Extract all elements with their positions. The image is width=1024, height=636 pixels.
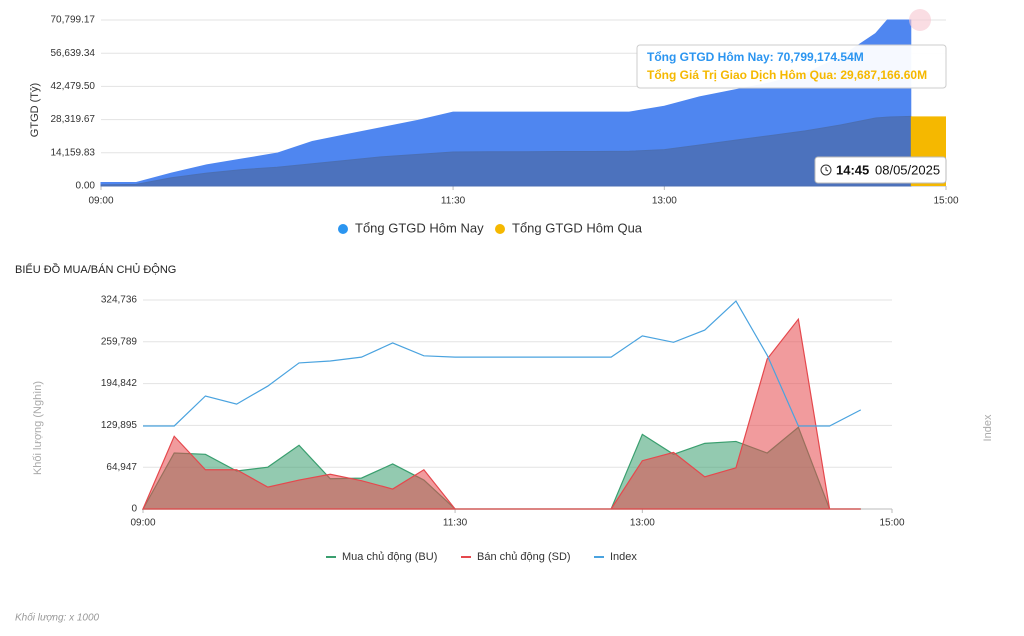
clock-icon [820,164,832,176]
time-badge [814,156,947,184]
y-tick-label: 56,639.34 [51,48,96,59]
tooltip-line: Tổng GTGD Hôm Nay: 70,799,174.54M [647,50,864,64]
y-tick-label: 129,895 [101,420,138,431]
legend-label: Tổng GTGD Hôm Qua [512,220,643,235]
y2-axis-label: Index [982,414,994,441]
hover-point [909,9,931,31]
y-tick-label: 324,736 [101,295,138,306]
area [142,317,861,510]
legend-label: Bán chủ động (SD) [477,551,571,563]
x-tick-label: 13:00 [652,196,677,207]
index-line [143,300,862,427]
legend-label: Tổng GTGD Hôm Nay [355,220,484,235]
legend-marker [495,224,505,234]
y-axis-label: Khối lượng (Nghìn) [32,381,44,475]
x-tick-label: 15:00 [879,518,904,529]
badge-date: 08/05/2025 [875,162,940,177]
y-tick-label: 14,159.83 [51,147,96,158]
tooltip-line: Tổng Giá Trị Giao Dịch Hôm Qua: 29,687,1… [647,68,927,82]
clock-hand [825,167,829,172]
x-tick-label: 09:00 [130,518,155,529]
x-tick-label: 15:00 [933,196,958,207]
legend-marker [338,224,348,234]
y-tick-label: 70,799.17 [51,15,96,26]
x-tick-label: 13:00 [630,518,655,529]
y-tick-label: 42,479.50 [51,81,96,92]
y-axis-label: GTGD (Tỷ) [29,83,41,137]
x-tick-label: 11:30 [441,196,466,207]
badge-time: 14:45 [836,162,869,177]
tooltip-box [636,44,947,89]
y-tick-label: 28,319.67 [51,114,96,125]
legend-label: Index [610,551,637,563]
y-tick-label: 0 [131,504,137,515]
y-tick-label: 259,789 [101,336,138,347]
chart-title: BIỂU ĐỒ MUA/BÁN CHỦ ĐỘNG [15,263,176,276]
x-tick-label: 11:30 [443,518,468,529]
area [100,115,912,187]
x-tick-label: 09:00 [88,196,113,207]
y-tick-label: 194,842 [101,378,138,389]
y-tick-label: 64,947 [106,462,137,473]
legend-label: Mua chủ động (BU) [342,551,437,563]
y-tick-label: 0.00 [76,181,96,192]
footnote: Khối lượng: x 1000 [15,612,100,624]
